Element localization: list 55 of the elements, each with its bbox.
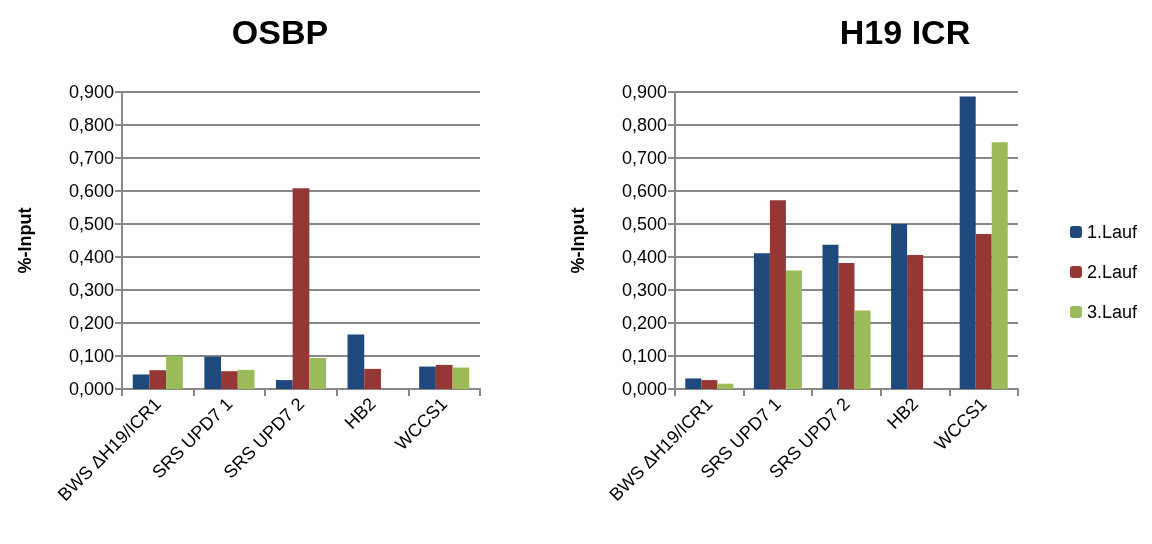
- bar: [907, 255, 924, 389]
- y-tick-label: 0,400: [621, 247, 667, 267]
- bar: [419, 366, 436, 389]
- bar: [717, 383, 734, 389]
- bar: [891, 224, 908, 389]
- bar: [838, 262, 855, 389]
- bar: [292, 188, 310, 389]
- chart-title: H19 ICR: [839, 13, 971, 51]
- bar: [452, 367, 470, 389]
- bar: [991, 142, 1008, 389]
- bar: [769, 200, 786, 389]
- bar: [785, 270, 802, 389]
- bar: [685, 378, 702, 389]
- y-tick-label: 0,300: [68, 280, 114, 300]
- bar: [701, 380, 718, 389]
- y-tick-label: 0,500: [68, 214, 114, 234]
- legend-label: 2.Lauf: [1086, 262, 1138, 282]
- y-tick-label: 0,100: [621, 346, 667, 366]
- bar: [149, 370, 167, 389]
- bar: [204, 356, 222, 389]
- y-tick-label: 0,200: [68, 313, 114, 333]
- y-tick-label: 0,300: [621, 280, 667, 300]
- bar: [166, 356, 183, 389]
- bar: [347, 334, 365, 389]
- bar: [237, 369, 255, 389]
- chart-title: OSBP: [231, 13, 329, 51]
- y-axis-title: %-Input: [15, 207, 35, 274]
- y-tick-label: 0,700: [621, 148, 667, 168]
- legend-label: 1.Lauf: [1086, 222, 1138, 242]
- bar: [132, 374, 150, 389]
- bar: [959, 96, 976, 389]
- y-tick-label: 0,500: [621, 214, 667, 234]
- y-tick-label: 0,700: [68, 148, 114, 168]
- bar: [854, 310, 871, 389]
- legend-label: 3.Lauf: [1086, 302, 1138, 322]
- bar: [221, 371, 238, 389]
- y-tick-label: 0,000: [621, 379, 667, 399]
- y-tick-label: 0,900: [68, 82, 114, 102]
- y-tick-label: 0,600: [68, 181, 114, 201]
- bar: [822, 244, 839, 389]
- y-tick-label: 0,000: [68, 379, 114, 399]
- bar: [364, 368, 381, 389]
- y-tick-label: 0,800: [621, 115, 667, 135]
- y-tick-label: 0,100: [68, 346, 114, 366]
- y-tick-label: 0,800: [68, 115, 114, 135]
- y-tick-label: 0,600: [621, 181, 667, 201]
- bar: [309, 357, 327, 389]
- bar: [753, 253, 770, 389]
- y-tick-label: 0,200: [621, 313, 667, 333]
- bar: [975, 233, 992, 389]
- bar: [275, 380, 293, 389]
- y-axis-title: %-Input: [568, 207, 588, 274]
- bar: [435, 364, 453, 389]
- y-tick-label: 0,900: [621, 82, 667, 102]
- y-tick-label: 0,400: [68, 247, 114, 267]
